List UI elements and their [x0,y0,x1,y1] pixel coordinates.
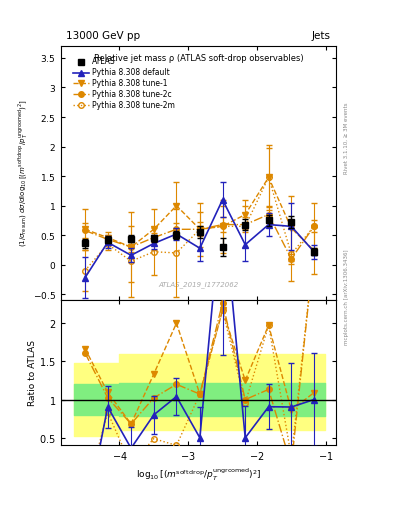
Text: mcplots.cern.ch [arXiv:1306.3436]: mcplots.cern.ch [arXiv:1306.3436] [344,249,349,345]
Text: ATLAS_2019_I1772062: ATLAS_2019_I1772062 [158,281,239,288]
Text: Jets: Jets [312,31,331,41]
X-axis label: $\log_{10}[(m^{\rm soft\,drop}/p_T^{\rm ungroomed})^2]$: $\log_{10}[(m^{\rm soft\,drop}/p_T^{\rm … [136,466,261,483]
Y-axis label: Ratio to ATLAS: Ratio to ATLAS [28,340,37,406]
Text: Rivet 3.1.10, ≥ 3M events: Rivet 3.1.10, ≥ 3M events [344,102,349,174]
Text: Relative jet mass ρ (ATLAS soft-drop observables): Relative jet mass ρ (ATLAS soft-drop obs… [94,54,303,62]
Text: 13000 GeV pp: 13000 GeV pp [66,31,141,41]
Legend: ATLAS, Pythia 8.308 default, Pythia 8.308 tune-1, Pythia 8.308 tune-2c, Pythia 8: ATLAS, Pythia 8.308 default, Pythia 8.30… [70,55,178,112]
Y-axis label: $(1/\sigma_{\rm resum})\;d\sigma/d\log_{10}[(m^{\rm soft\,drop}/p_T^{\rm ungroom: $(1/\sigma_{\rm resum})\;d\sigma/d\log_{… [17,99,30,247]
